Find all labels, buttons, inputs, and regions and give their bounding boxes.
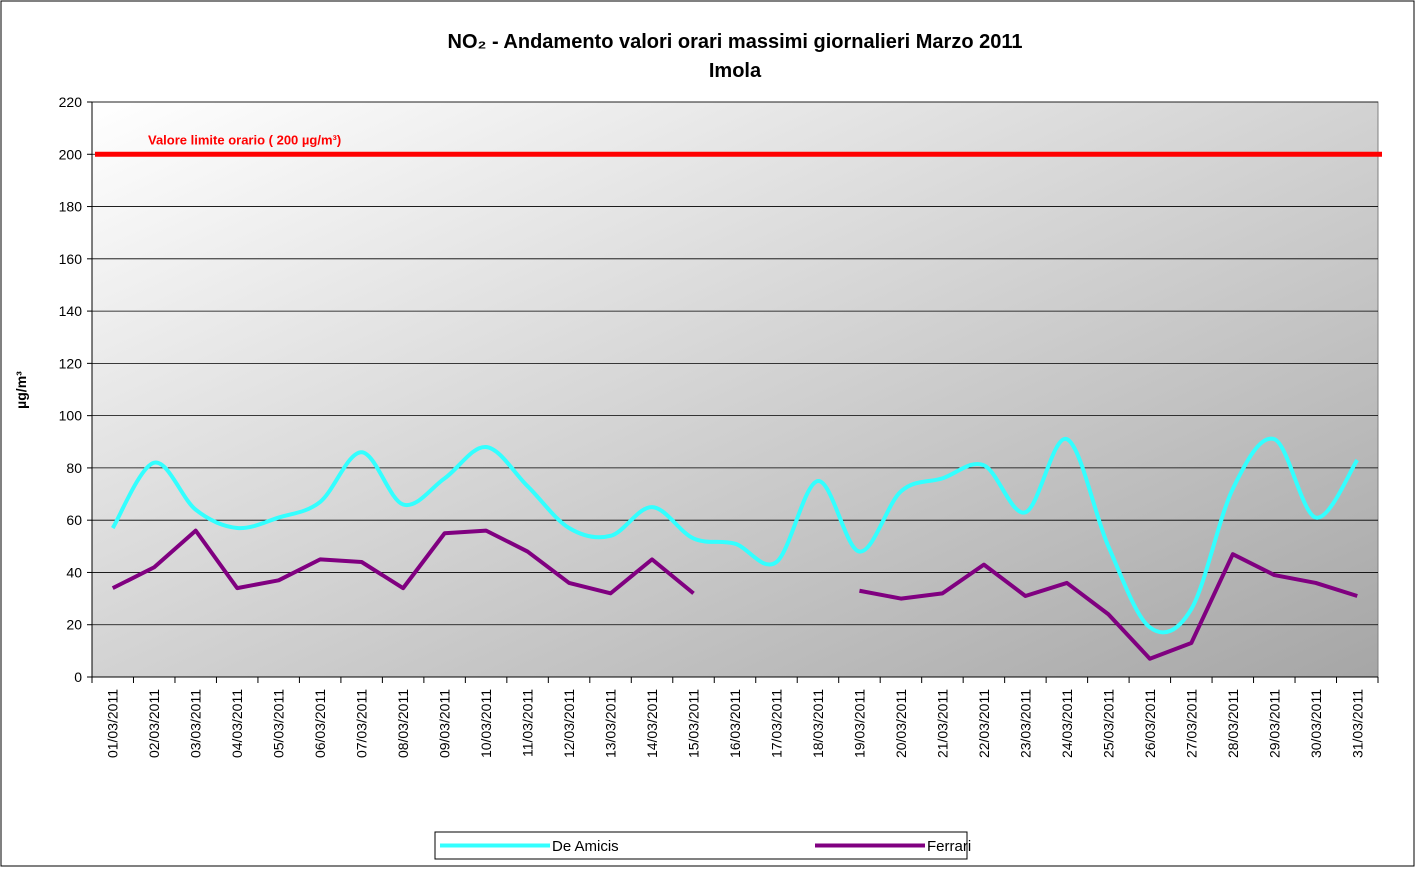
x-tick-label: 04/03/2011 [229,689,245,758]
x-tick-label: 05/03/2011 [271,689,287,758]
x-tick-label: 01/03/2011 [105,689,121,758]
x-tick-label: 21/03/2011 [934,689,950,758]
x-tick-label: 08/03/2011 [395,689,411,758]
x-tick-label: 31/03/2011 [1349,689,1365,758]
x-tick-label: 09/03/2011 [437,689,453,758]
x-tick-label: 26/03/2011 [1142,689,1158,758]
y-tick-label: 180 [59,199,83,215]
x-tick-label: 29/03/2011 [1266,689,1282,758]
x-tick-label: 24/03/2011 [1059,689,1075,758]
x-tick-label: 07/03/2011 [354,689,370,758]
y-axis-label: µg/m³ [13,371,29,409]
x-tick-label: 16/03/2011 [727,689,743,758]
x-tick-label: 19/03/2011 [851,689,867,758]
y-tick-label: 140 [59,303,83,319]
x-tick-label: 15/03/2011 [686,689,702,758]
x-tick-label: 23/03/2011 [1017,689,1033,758]
y-tick-label: 40 [66,564,82,580]
y-tick-label: 100 [59,408,83,424]
legend-label: Ferrari [927,838,971,855]
y-tick-label: 160 [59,251,83,267]
series-line [111,528,695,596]
x-tick-label: 20/03/2011 [893,689,909,758]
x-tick-label: 06/03/2011 [312,689,328,758]
chart-title: NO₂ - Andamento valori orari massimi gio… [448,31,1023,53]
x-tick-label: 11/03/2011 [520,689,536,757]
y-tick-label: 200 [59,146,83,162]
x-tick-label: 10/03/2011 [478,689,494,758]
x-tick-label: 14/03/2011 [644,689,660,758]
x-tick-label: 18/03/2011 [810,689,826,758]
series-line [859,552,1358,661]
reference-label: Valore limite orario ( 200 µg/m³) [148,132,341,147]
x-tick-label: 03/03/2011 [188,689,204,758]
y-tick-label: 20 [66,617,82,633]
y-tick-label: 80 [66,460,82,476]
chart-subtitle: Imola [709,60,762,82]
y-tick-label: 0 [74,669,82,685]
y-tick-label: 120 [59,355,83,371]
legend-label: De Amicis [552,838,619,855]
x-tick-label: 30/03/2011 [1308,689,1324,758]
y-tick-label: 60 [66,512,82,528]
series-line [111,436,1359,635]
x-tick-label: 25/03/2011 [1100,689,1116,758]
x-tick-label: 28/03/2011 [1225,689,1241,758]
x-tick-label: 27/03/2011 [1183,689,1199,758]
x-tick-label: 12/03/2011 [561,689,577,758]
x-tick-label: 13/03/2011 [603,689,619,758]
x-tick-label: 17/03/2011 [768,689,784,758]
x-tick-label: 02/03/2011 [146,689,162,758]
plot-area [91,101,1379,678]
y-tick-label: 220 [59,94,83,110]
x-tick-label: 22/03/2011 [976,689,992,758]
